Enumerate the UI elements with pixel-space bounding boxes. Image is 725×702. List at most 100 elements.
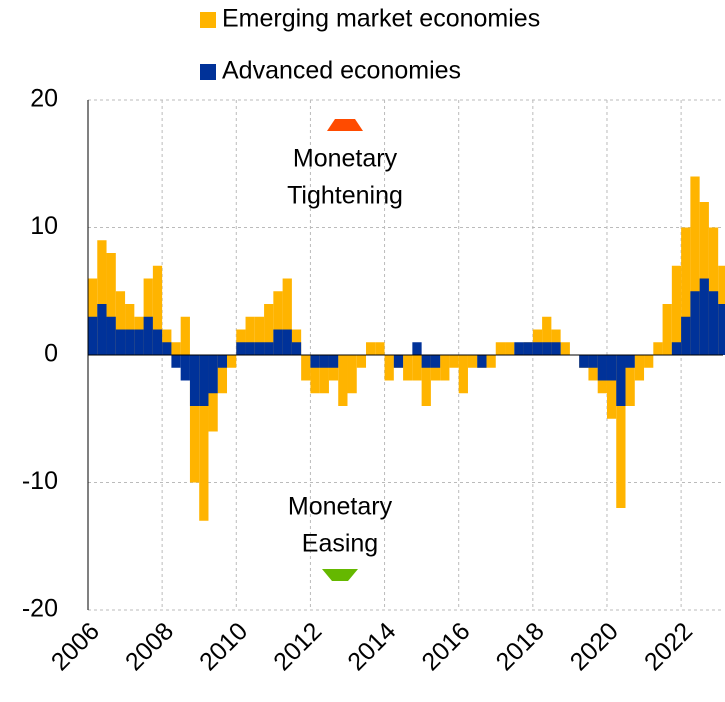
bar xyxy=(88,316,98,355)
x-tick-label: 2016 xyxy=(416,617,475,676)
bar xyxy=(254,316,265,355)
bar xyxy=(356,355,367,368)
y-tick-label: 0 xyxy=(44,340,58,368)
annotation-arrow xyxy=(327,119,363,131)
bar xyxy=(505,342,515,355)
bar xyxy=(458,355,468,394)
bar xyxy=(328,355,339,368)
bar xyxy=(217,355,228,368)
bar xyxy=(319,355,329,394)
bar xyxy=(588,355,598,368)
bar xyxy=(375,342,385,355)
bar xyxy=(523,342,533,355)
bar xyxy=(653,342,663,355)
bar xyxy=(477,355,487,368)
bar xyxy=(579,355,589,368)
bar xyxy=(189,355,200,406)
bar xyxy=(625,355,635,406)
bar xyxy=(708,291,719,355)
bar xyxy=(171,342,181,355)
bar xyxy=(273,291,283,355)
bar xyxy=(681,316,691,355)
bar xyxy=(106,316,116,355)
bar xyxy=(319,355,329,368)
bar xyxy=(106,253,116,355)
bar xyxy=(245,342,255,355)
x-tick-label: 2008 xyxy=(120,617,179,676)
bar xyxy=(366,342,376,355)
bar xyxy=(625,355,635,368)
annotation: Tightening xyxy=(287,182,403,210)
x-tick-label: 2014 xyxy=(342,617,401,676)
bar xyxy=(634,355,645,381)
annotation: Easing xyxy=(302,530,378,558)
annotation: Monetary xyxy=(288,493,393,521)
bar xyxy=(597,355,607,381)
bar xyxy=(671,265,682,355)
bar xyxy=(412,355,422,381)
bar xyxy=(542,316,552,355)
legend-label: Advanced economies xyxy=(222,57,461,85)
bar xyxy=(282,329,292,355)
bar xyxy=(440,355,450,381)
bar xyxy=(421,355,431,368)
bar xyxy=(134,329,144,355)
bar xyxy=(291,342,302,355)
bar xyxy=(384,355,394,381)
y-tick-label: 20 xyxy=(30,85,58,113)
bar xyxy=(180,355,190,381)
bar xyxy=(606,355,617,419)
bar xyxy=(690,291,700,355)
bar xyxy=(347,355,357,394)
y-tick-label: -20 xyxy=(22,595,58,623)
annotation: Monetary xyxy=(293,145,398,173)
bar xyxy=(310,355,320,368)
bar xyxy=(551,342,561,355)
bar xyxy=(430,355,441,368)
bar xyxy=(217,355,228,394)
bar xyxy=(189,355,200,483)
bar xyxy=(690,176,700,355)
bar xyxy=(616,355,626,406)
bar xyxy=(143,316,153,355)
bar xyxy=(495,342,506,355)
bar xyxy=(199,355,209,521)
bar xyxy=(514,342,524,355)
bar xyxy=(449,355,459,368)
bar xyxy=(180,316,190,355)
bar xyxy=(208,355,218,394)
x-tick-label: 2010 xyxy=(194,617,253,676)
bar xyxy=(560,342,570,355)
bar xyxy=(393,355,404,368)
bar xyxy=(616,355,626,508)
x-tick-label: 2022 xyxy=(639,617,698,676)
bar xyxy=(264,304,274,355)
bar xyxy=(671,342,682,355)
bar xyxy=(606,355,617,381)
bar xyxy=(152,265,163,355)
bar xyxy=(171,355,181,368)
bar xyxy=(338,355,348,406)
bar xyxy=(699,278,709,355)
y-tick-label: 10 xyxy=(30,212,58,240)
bar xyxy=(282,278,292,355)
bar xyxy=(162,342,172,355)
bar xyxy=(542,342,552,355)
bar xyxy=(421,355,431,406)
bar xyxy=(199,355,209,406)
y-tick-label: -10 xyxy=(22,467,58,495)
bar xyxy=(245,316,255,355)
annotation-arrow xyxy=(322,569,358,581)
bar xyxy=(115,291,126,355)
bar xyxy=(681,227,691,355)
bar xyxy=(662,304,672,355)
legend-swatch xyxy=(200,64,216,80)
bar xyxy=(310,355,320,394)
bar xyxy=(254,342,265,355)
bar xyxy=(97,240,107,355)
bar xyxy=(718,304,725,355)
legend-label: Emerging market economies xyxy=(222,5,540,33)
bar xyxy=(532,342,543,355)
x-tick-label: 2012 xyxy=(268,617,327,676)
